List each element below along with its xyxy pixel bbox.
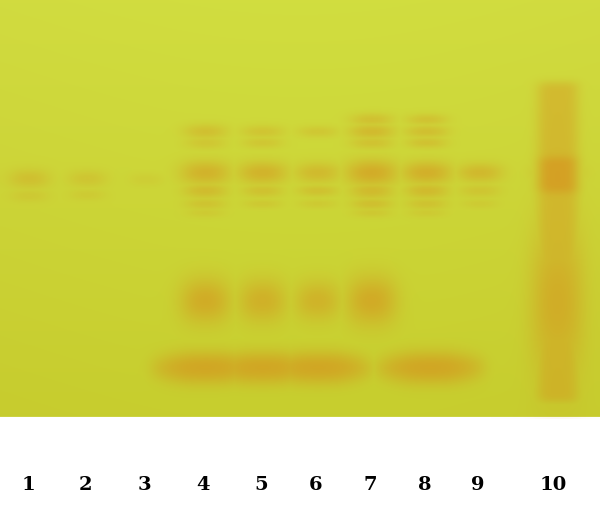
Text: 5: 5 xyxy=(254,476,268,494)
Text: 7: 7 xyxy=(363,476,377,494)
Text: 9: 9 xyxy=(471,476,485,494)
Text: 4: 4 xyxy=(196,476,210,494)
Text: 6: 6 xyxy=(309,476,323,494)
Text: 3: 3 xyxy=(137,476,151,494)
Text: 2: 2 xyxy=(78,476,92,494)
Text: 8: 8 xyxy=(418,476,432,494)
Text: 1: 1 xyxy=(21,476,35,494)
Text: 10: 10 xyxy=(539,476,566,494)
